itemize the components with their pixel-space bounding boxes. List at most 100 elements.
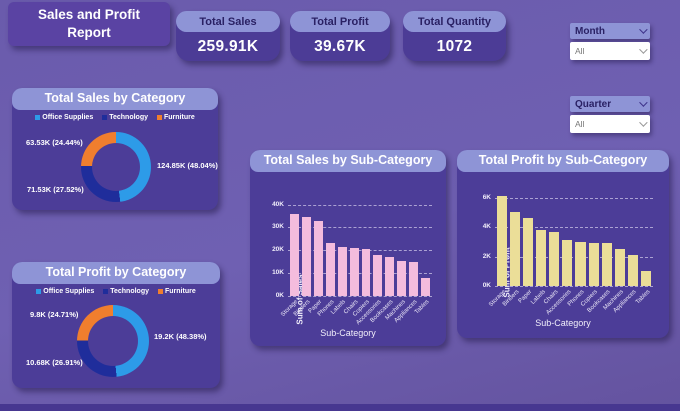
callout-technology: 71.53K (27.52%) — [27, 185, 84, 194]
donut-hole — [92, 143, 140, 191]
chevron-down-icon — [639, 98, 648, 107]
bar-appliances[interactable] — [409, 261, 419, 296]
x-axis-labels: Storage Binders Paper Phones Labels Chairs Cop… — [280, 296, 432, 326]
bar-bookcases[interactable] — [385, 257, 395, 296]
bar-binders[interactable] — [301, 217, 311, 296]
bar-chairs[interactable] — [549, 231, 560, 286]
footer-strip — [0, 404, 680, 411]
y-tick-label: 0K — [482, 282, 491, 289]
chart-legend: Office Supplies Technology Furniture — [12, 114, 218, 121]
bar-storage[interactable] — [290, 213, 299, 296]
bar-tables[interactable] — [421, 277, 431, 296]
kpi-label-total-sales: Total Sales — [176, 11, 280, 32]
chart-card-profit-by-subcategory: Total Profit by Sub-Category Sum of Prof… — [457, 150, 669, 338]
y-tick-label: 40K — [272, 200, 284, 208]
plot-area: Sum of Sales 40K 30K 20K 10K 0K Storage Binde… — [272, 200, 432, 326]
bar-chairs[interactable] — [349, 248, 359, 296]
legend-label: Furniture — [165, 287, 196, 295]
legend-item[interactable]: Office Supplies — [36, 288, 94, 295]
slicer-quarter-header[interactable]: Quarter — [570, 96, 650, 112]
x-axis-labels: Storage Binders Paper Labels Chairs Accessori… — [488, 286, 653, 316]
slicer-month-header[interactable]: Month — [570, 23, 650, 39]
bar-accessories[interactable] — [373, 254, 383, 296]
chart-title: Total Profit by Category — [12, 262, 220, 284]
chevron-down-icon — [639, 118, 648, 127]
bar-storage[interactable] — [497, 196, 508, 286]
chart-title: Total Profit by Sub-Category — [457, 150, 669, 172]
legend-swatch-icon — [157, 114, 162, 120]
bar-paper[interactable] — [313, 220, 323, 296]
chevron-down-icon — [639, 45, 648, 54]
gridline-dash — [288, 250, 432, 252]
y-tick-label: 0K — [275, 292, 284, 299]
legend-swatch-icon — [36, 288, 42, 294]
report-title: Sales and Profit Report — [8, 2, 170, 46]
legend-item[interactable]: Furniture — [158, 288, 196, 295]
y-tick-label: 30K — [272, 223, 284, 231]
y-tick-label: 4K — [482, 223, 491, 231]
legend-item[interactable]: Furniture — [157, 114, 195, 121]
chart-card-profit-by-category: Total Profit by Category Office Supplies… — [12, 262, 220, 388]
slicer-month-label: Month — [575, 25, 605, 37]
bars-container — [495, 186, 653, 286]
slicer-month-dropdown[interactable]: All — [570, 42, 650, 60]
kpi-card-total-quantity: Total Quantity 1072 — [403, 11, 506, 61]
bar-appliances[interactable] — [627, 255, 638, 286]
gridline-dash — [288, 296, 432, 297]
bar-copiers[interactable] — [588, 243, 599, 286]
kpi-value-total-quantity: 1072 — [436, 37, 473, 55]
gridline-dash — [495, 256, 653, 258]
gridline-dash — [288, 204, 432, 206]
legend-item[interactable]: Technology — [102, 114, 148, 121]
gridline-dash — [495, 286, 653, 287]
bar-labels[interactable] — [337, 246, 347, 296]
chevron-down-icon — [639, 25, 648, 34]
bar-bookcases[interactable] — [601, 243, 612, 286]
kpi-label-total-quantity: Total Quantity — [403, 11, 506, 32]
chart-card-sales-by-category: Total Sales by Category Office Supplies T… — [12, 88, 218, 210]
chart-legend: Office Supplies Technology Furniture — [12, 288, 220, 295]
y-tick-label: 10K — [272, 269, 284, 277]
bars-container — [288, 200, 432, 296]
x-axis-title: Sub-Category — [535, 318, 591, 328]
bar-accessories[interactable] — [562, 240, 573, 286]
bar-machines[interactable] — [397, 260, 407, 296]
slicer-quarter-dropdown[interactable]: All — [570, 115, 650, 133]
slicer-month-value: All — [575, 46, 585, 56]
bar-binders[interactable] — [510, 212, 521, 286]
legend-item[interactable]: Technology — [103, 288, 149, 295]
slicer-quarter: Quarter All — [570, 96, 650, 133]
slicer-quarter-label: Quarter — [575, 98, 612, 110]
legend-swatch-icon — [103, 288, 109, 294]
chart-card-sales-by-subcategory: Total Sales by Sub-Category Sum of Sales… — [250, 150, 446, 346]
legend-swatch-icon — [102, 114, 108, 120]
slicer-month: Month All — [570, 23, 650, 60]
bar-labels[interactable] — [536, 230, 547, 286]
gridline-dash — [495, 227, 653, 229]
legend-label: Furniture — [164, 113, 195, 121]
kpi-card-total-profit: Total Profit 39.67K — [290, 11, 390, 61]
legend-label: Technology — [109, 113, 148, 121]
bar-phones[interactable] — [575, 241, 586, 286]
gridline-dash — [288, 227, 432, 229]
callout-furniture: 63.53K (24.44%) — [26, 138, 83, 147]
bar-machines[interactable] — [614, 249, 625, 286]
donut-chart-sales[interactable] — [81, 132, 151, 202]
legend-item[interactable]: Office Supplies — [35, 114, 93, 121]
kpi-value-total-sales: 259.91K — [197, 37, 259, 55]
kpi-card-total-sales: Total Sales 259.91K — [176, 11, 280, 61]
bar-copiers[interactable] — [361, 249, 371, 296]
x-tick: Tables — [414, 296, 431, 326]
callout-office-supplies: 19.2K (48.38%) — [154, 332, 207, 341]
gridline-dash — [495, 197, 653, 199]
bar-phones[interactable] — [325, 243, 335, 296]
donut-chart-profit[interactable] — [77, 305, 149, 377]
y-tick-label: 20K — [272, 246, 284, 254]
bar-tables[interactable] — [640, 271, 651, 286]
kpi-label-total-profit: Total Profit — [290, 11, 390, 32]
bar-paper[interactable] — [523, 218, 534, 286]
y-tick-label: 2K — [482, 252, 491, 260]
chart-title: Total Sales by Sub-Category — [250, 150, 446, 172]
